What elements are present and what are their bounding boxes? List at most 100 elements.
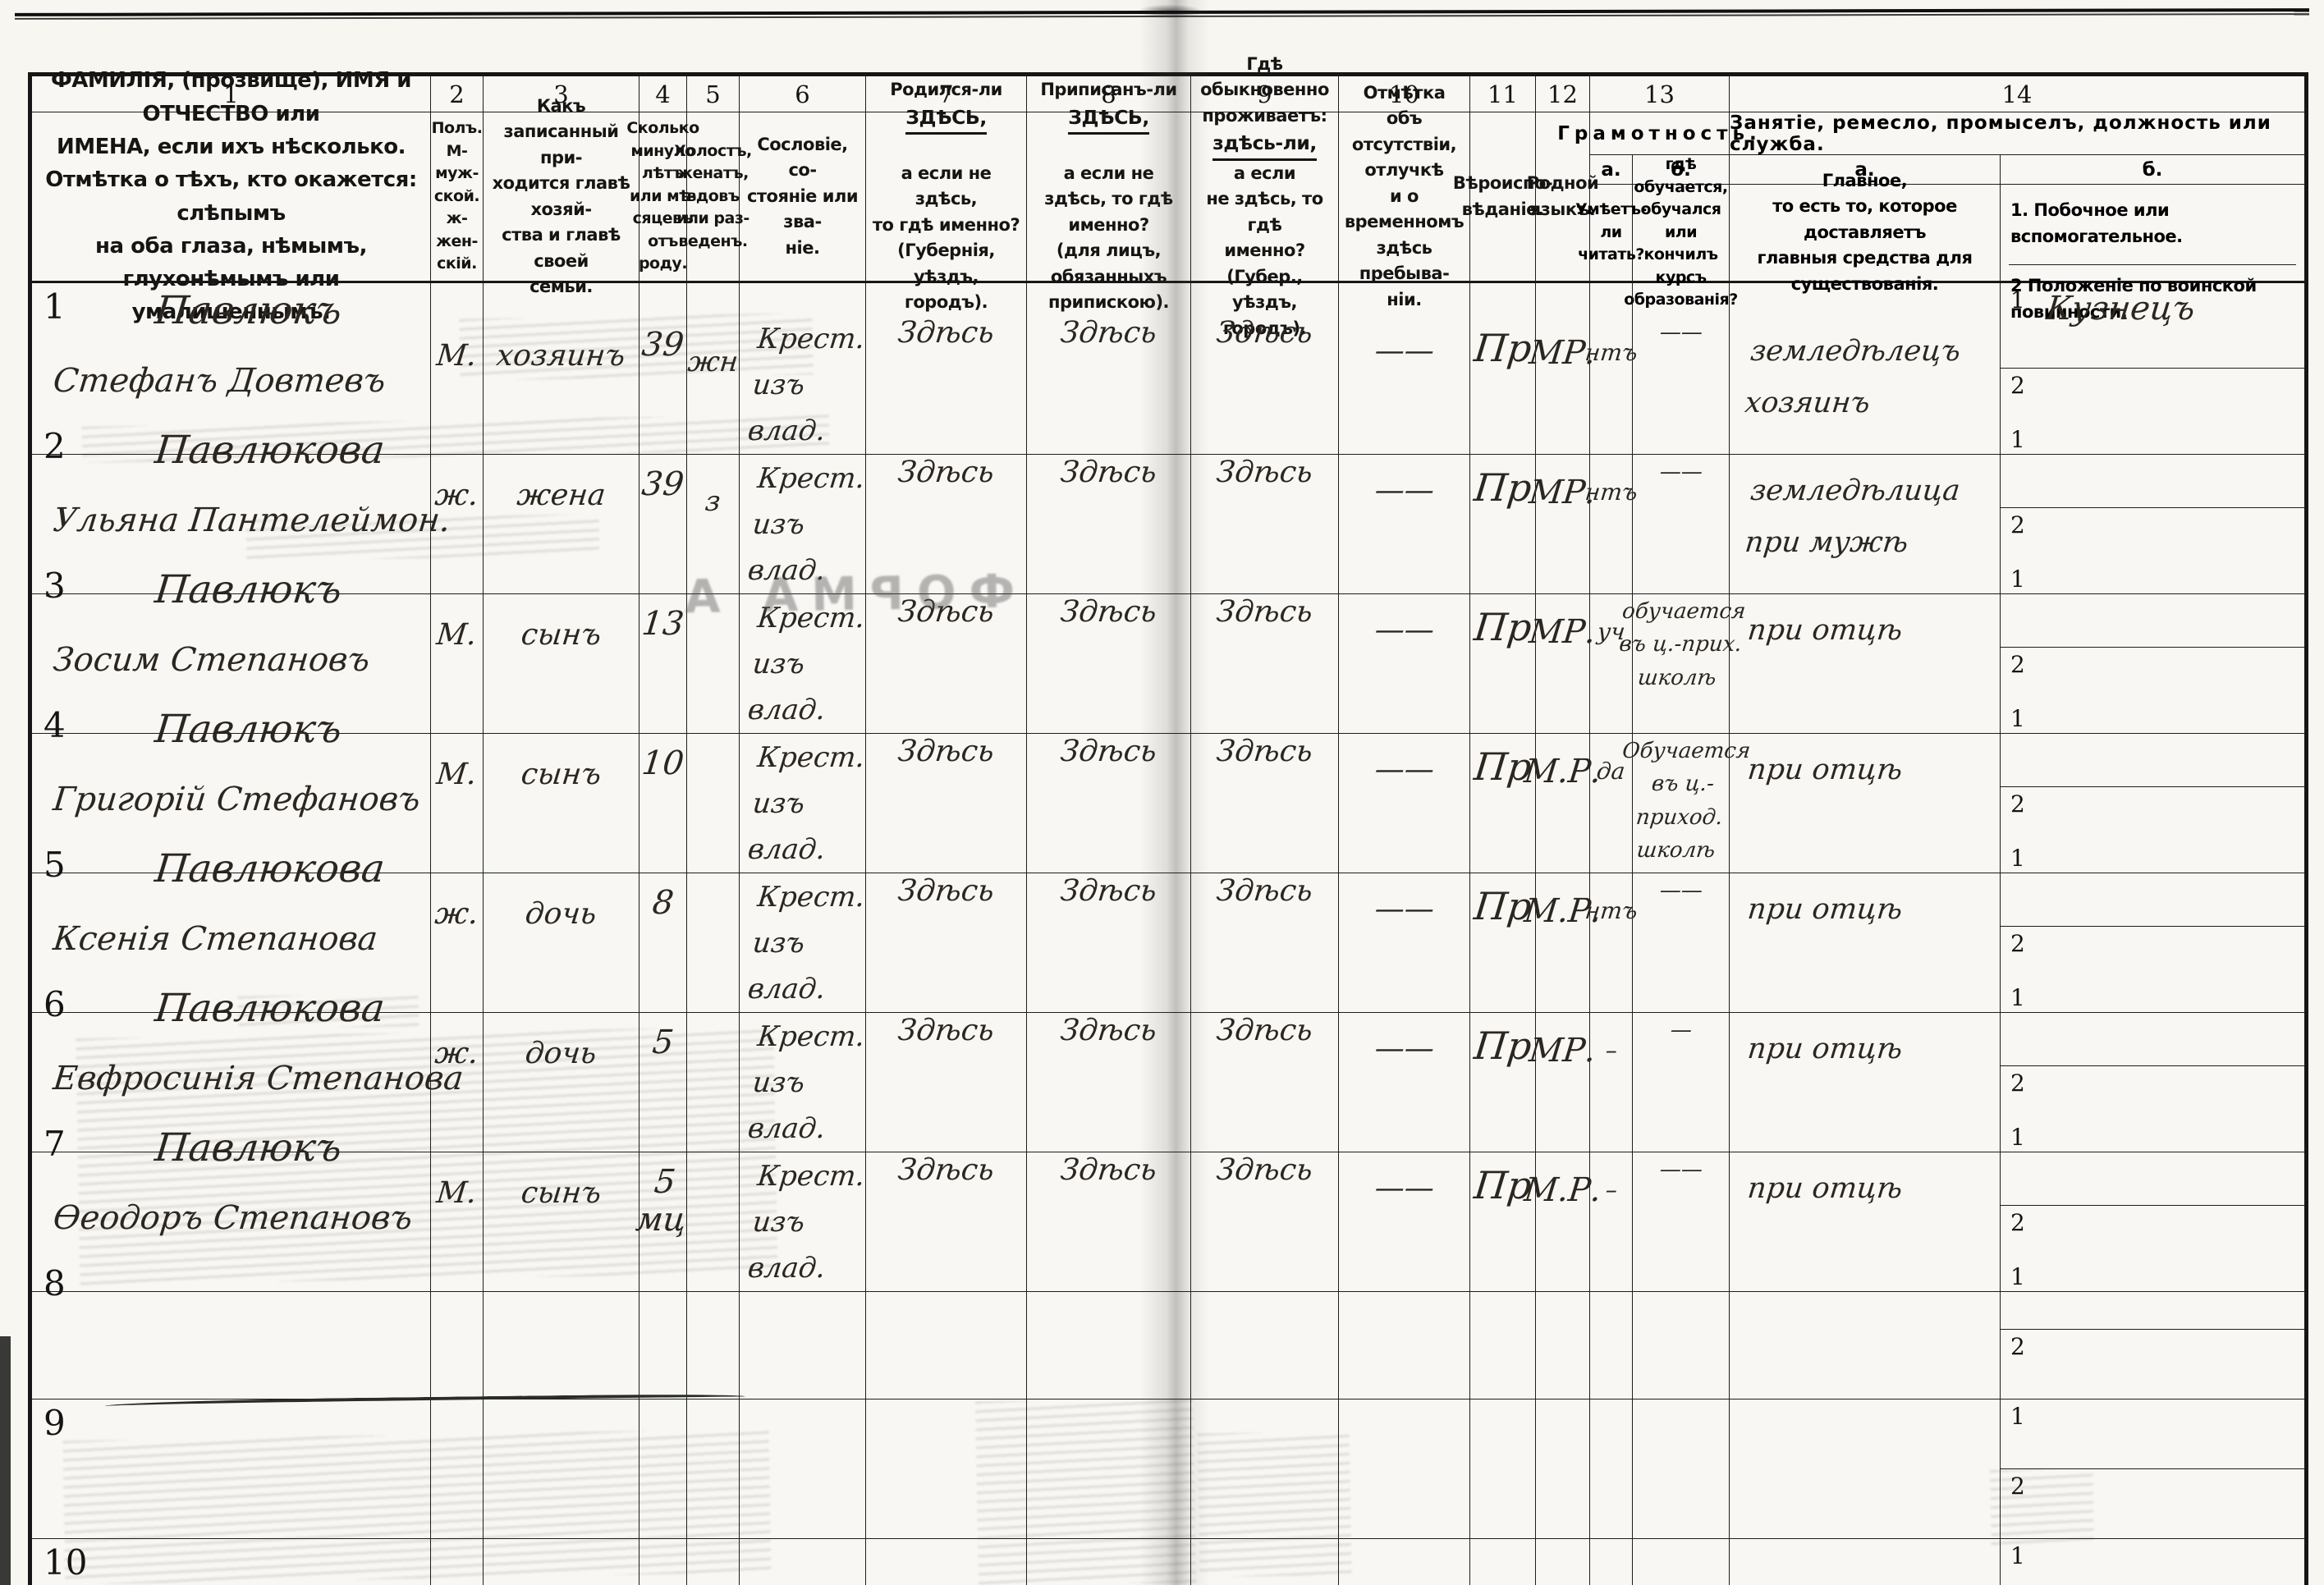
header-resides: Гдѣ обыкновенно проживаетъ: здѣсь-ли, а … xyxy=(1191,54,1339,338)
cell-education: обучается въ ц.-прих. школѣ xyxy=(1618,562,1747,735)
cell-resides: Здѣсь xyxy=(1191,1120,1339,1293)
cell-education xyxy=(1633,1539,1730,1585)
col-number-2: 2 xyxy=(431,76,484,112)
col-number-5: 5 xyxy=(687,76,740,112)
header-registered-here: Приписанъ-ли ЗДѢСЬ, а если не здѣсь, то … xyxy=(1027,80,1191,312)
sub-row-label-2: 2 xyxy=(2010,1209,2025,1237)
row-number: 3 xyxy=(44,566,66,606)
cell-religion xyxy=(1470,1399,1536,1539)
given-name-handwritten: Ѳеодоръ Степановъ xyxy=(51,1199,415,1237)
cell-language xyxy=(1536,1399,1590,1539)
cell-occupation-main: при отцѣ xyxy=(1730,702,2001,874)
col-number-13: 13 xyxy=(1590,76,1730,112)
cell-relation: дочь xyxy=(484,981,639,1153)
cell-born: Здѣсь xyxy=(866,562,1027,735)
cell-estate: Крест. изъ влад. xyxy=(740,702,866,874)
table-row: 3 Павлюкъ Зосим Степановъ М. сынъ 13 Кре… xyxy=(32,562,2304,735)
cell-occupation-main: при отцѣ xyxy=(1730,981,2001,1153)
cell-relation: сынъ xyxy=(484,702,639,874)
sub-row-label-1: 1 xyxy=(2010,1263,2025,1290)
cell-relation: хозяинъ xyxy=(484,283,639,456)
cell-reads: нтъ xyxy=(1584,841,1639,1014)
cell-born: Здѣсь xyxy=(866,283,1027,456)
cell-sex: ж. xyxy=(431,981,484,1153)
header-literacy-a: Умѣетъ- ли читать? xyxy=(1575,185,1647,282)
side-occupation-slot-2: 2 xyxy=(2001,1066,2304,1152)
cell-estate: Крест. изъ влад. xyxy=(740,1120,866,1293)
cell-occupation-main xyxy=(1730,1260,2001,1399)
cell-occupation-side: 1 2 xyxy=(2001,981,2304,1153)
underlined-here: ЗДѢСЬ, xyxy=(1068,103,1149,135)
given-name-handwritten: Евфросинія Степанова xyxy=(51,1060,465,1097)
side-occupation-slot-1: 1 xyxy=(2001,981,2304,1067)
row-number: 7 xyxy=(44,1124,66,1164)
col-number-4: 4 xyxy=(639,76,687,112)
cell-registered: Здѣсь xyxy=(1027,423,1191,595)
surname-handwritten: Павлюкова xyxy=(153,846,387,891)
given-name-handwritten: Ульяна Пантелеймон. xyxy=(51,502,452,539)
cell-marital xyxy=(687,562,740,735)
cell-occupation-side: 1 2 xyxy=(2001,1260,2304,1399)
sub-row-label-2: 2 xyxy=(2010,511,2025,539)
cell-occupation-main xyxy=(1730,1399,2001,1539)
cell-resides: Здѣсь xyxy=(1191,702,1339,874)
cell-estate: Крест. изъ влад. xyxy=(740,423,866,595)
cell-estate xyxy=(740,1399,866,1539)
side-occupation-slot-2: 2 xyxy=(2001,648,2304,733)
cell-relation: сынъ xyxy=(484,562,639,735)
cell-relation: дочь xyxy=(484,841,639,1014)
cell-occupation-side: 1 2 xyxy=(2001,562,2304,735)
cell-absence: —— xyxy=(1339,841,1470,1014)
header-names: ФАМИЛІЯ, (прозвище), ИМЯ и ОТЧЕСТВО или … xyxy=(32,68,431,324)
cell-occupation-side: 1 2 xyxy=(2001,1399,2304,1539)
cell-absence xyxy=(1339,1399,1470,1539)
cell-absence: —— xyxy=(1339,981,1470,1153)
header-occupation-side-1: 1. Побочное или вспомогательное. xyxy=(2009,190,2296,265)
col-number-14: 14 xyxy=(1730,76,2304,112)
side-occupation-value-1: Кузнецъ xyxy=(2044,290,2197,328)
cell-religion: Пр xyxy=(1470,1120,1536,1293)
cell-religion: Пр xyxy=(1470,562,1536,735)
cell-registered: Здѣсь xyxy=(1027,841,1191,1014)
header-occupation-b-label: б. xyxy=(2001,155,2304,185)
cell-age: 5 мц xyxy=(634,1120,688,1293)
sub-row-label-2: 2 xyxy=(2010,790,2025,818)
surname-handwritten: Павлюкъ xyxy=(153,1125,344,1170)
cell-registered xyxy=(1027,1399,1191,1539)
cell-estate: Крест. изъ влад. xyxy=(740,841,866,1014)
sub-row-label-1: 1 xyxy=(2010,705,2025,732)
cell-name: 1 Павлюкъ Стефанъ Довтевъ xyxy=(32,283,431,456)
cell-relation: сынъ xyxy=(484,1120,639,1293)
row-number: 9 xyxy=(44,1403,66,1443)
scan-edge-artifact xyxy=(0,1336,11,1585)
sub-row-label-2: 2 xyxy=(2010,930,2025,958)
cell-language: М.Р. xyxy=(1522,841,1603,1014)
cell-religion: Пр xyxy=(1470,841,1536,1014)
cell-registered: Здѣсь xyxy=(1027,1120,1191,1293)
cell-language: М.Р. xyxy=(1522,702,1603,874)
cell-name: 8 xyxy=(32,1260,431,1399)
cell-sex xyxy=(431,1399,484,1539)
cell-age xyxy=(639,1399,687,1539)
cell-name: 7 Павлюкъ Ѳеодоръ Степановъ xyxy=(32,1120,431,1293)
cell-education: Обучается въ ц.-приход. школѣ xyxy=(1620,702,1751,874)
col-number-12: 12 xyxy=(1536,76,1590,112)
sub-row-label-1: 1 xyxy=(2010,1403,2025,1430)
cell-reads: – xyxy=(1590,1120,1633,1293)
row-number: 1 xyxy=(44,286,66,327)
side-occupation-slot-1: 1 xyxy=(2001,423,2304,509)
table-row: 4 Павлюкъ Григорій Стефановъ М. сынъ 10 … xyxy=(32,702,2304,874)
header-literacy-a-label: а. xyxy=(1590,155,1633,185)
cell-resides xyxy=(1191,1399,1339,1539)
cell-language: М.Р. xyxy=(1522,1120,1603,1293)
table-row: 10 1 2 xyxy=(32,1539,2304,1585)
census-table: 1 2 3 4 5 6 7 8 9 10 11 12 13 14 ФАМИЛІЯ… xyxy=(28,54,2308,1585)
cell-absence: —— xyxy=(1339,1120,1470,1293)
cell-occupation-main: при отцѣ xyxy=(1730,1120,2001,1293)
cell-occupation-main: земледѣлецъ хозяинъ xyxy=(1730,283,2001,456)
header-absence: Отмѣтка объ отсутствіи, отлучкѣ и о врем… xyxy=(1339,83,1470,309)
side-occupation-slot-1: 1 xyxy=(2001,1120,2304,1207)
header-born-here: Родился-ли ЗДѢСЬ, а если не здѣсь, то гд… xyxy=(866,80,1027,312)
cell-resides: Здѣсь xyxy=(1191,841,1339,1014)
table-row: 9 1 2 xyxy=(32,1399,2304,1539)
